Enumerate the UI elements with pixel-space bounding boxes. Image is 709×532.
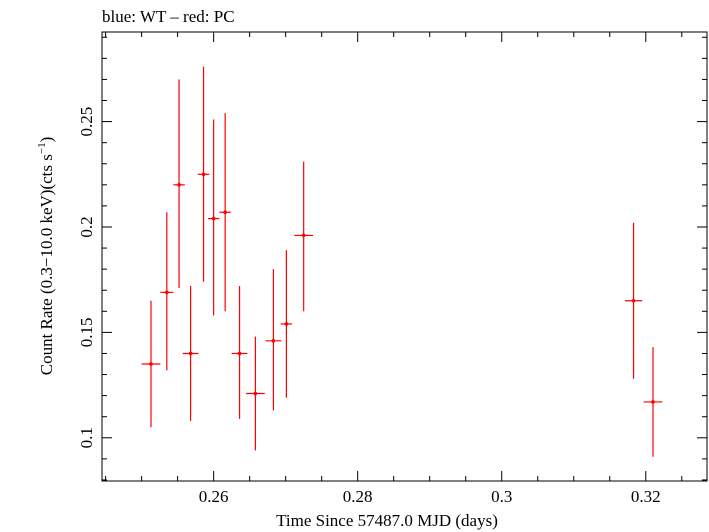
- point-marker: [651, 400, 655, 404]
- x-axis-label: Time Since 57487.0 MJD (days): [276, 511, 498, 530]
- chart-title: blue: WT – red: PC: [102, 7, 235, 26]
- data-point: [219, 113, 231, 312]
- point-marker: [188, 351, 193, 356]
- y-tick-label: 0.15: [77, 318, 96, 348]
- data-point: [624, 222, 643, 379]
- point-marker: [211, 216, 216, 221]
- y-axis-label-close: ): [37, 137, 56, 143]
- data-point: [294, 161, 314, 312]
- axis-ticks: [102, 32, 707, 481]
- point-marker: [301, 233, 306, 238]
- data-point: [173, 79, 185, 289]
- x-tick-label: 0.28: [343, 487, 373, 506]
- data-point: [182, 286, 199, 421]
- data-point: [265, 269, 282, 411]
- y-tick-label: 0.2: [77, 216, 96, 237]
- data-point: [643, 347, 663, 457]
- plot-frame: [101, 31, 708, 482]
- point-marker: [201, 172, 206, 177]
- y-tick-label: 0.25: [77, 107, 96, 137]
- data-points: [141, 66, 663, 457]
- data-point: [197, 66, 210, 282]
- data-point: [141, 300, 161, 428]
- data-point: [207, 119, 220, 316]
- x-tick-labels: 0.26 0.28 0.3 0.32: [199, 487, 661, 506]
- x-tick-label: 0.3: [491, 487, 512, 506]
- y-axis-label-main: Count Rate (0.3−10.0 keV)(cts s: [37, 154, 56, 375]
- y-tick-label: 0.1: [77, 427, 96, 448]
- y-tick-labels: 0.1 0.15 0.2 0.25: [77, 107, 96, 449]
- point-marker: [284, 322, 289, 326]
- point-marker: [177, 183, 181, 187]
- point-marker: [271, 339, 276, 343]
- point-marker: [149, 362, 153, 366]
- y-axis-label-superscript: −1: [36, 142, 48, 154]
- point-marker: [223, 210, 227, 215]
- y-axis-label: Count Rate (0.3−10.0 keV)(cts s−1): [36, 137, 56, 376]
- point-marker: [253, 391, 258, 396]
- point-marker: [631, 298, 636, 303]
- x-tick-label: 0.32: [631, 487, 661, 506]
- data-point: [160, 212, 174, 371]
- data-point: [280, 250, 293, 398]
- x-tick-label: 0.26: [199, 487, 229, 506]
- data-point: [246, 336, 265, 451]
- data-point: [231, 286, 248, 419]
- point-marker: [237, 351, 242, 356]
- point-marker: [165, 290, 169, 295]
